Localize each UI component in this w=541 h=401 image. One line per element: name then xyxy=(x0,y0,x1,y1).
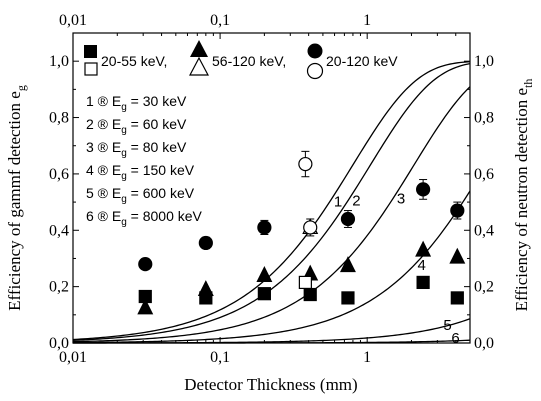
point-circle-filled xyxy=(257,220,272,235)
legend-marker-triangle-open xyxy=(189,56,209,76)
curve-label-5: 5 xyxy=(443,317,451,334)
curve-legend-item: 6 ® Eg = 8000 keV xyxy=(86,208,203,228)
y-tick-label-left: 0,2 xyxy=(49,279,69,296)
y-tick-label-left: 0,0 xyxy=(49,335,69,352)
point-triangle-filled xyxy=(137,298,154,315)
curve-legend-item: 1 ® Eg = 30 keV xyxy=(86,93,187,113)
legend: 20-55 keV, 56-120 keV, 20-120 keV xyxy=(84,40,398,80)
y-tick-label-left: 1,0 xyxy=(49,53,69,70)
x-tick-label-bottom: 0,01 xyxy=(59,349,87,366)
point-circle-filled xyxy=(450,203,465,218)
point-square-filled xyxy=(450,291,464,305)
curve-6 xyxy=(73,339,471,344)
y-tick-label-right: 0,4 xyxy=(474,222,494,239)
curve-label-6: 6 xyxy=(451,330,459,347)
curve-legend-item: 5 ® Eg = 600 keV xyxy=(86,185,195,205)
x-tick-label-bottom: 1 xyxy=(363,349,371,366)
point-square-filled xyxy=(416,275,430,290)
point-circle-filled xyxy=(198,235,213,251)
curve-legend-item: 2 ® Eg = 60 keV xyxy=(86,116,187,136)
point-triangle-filled xyxy=(339,256,356,273)
legend-label-56-120: 56-120 keV, xyxy=(212,53,286,69)
point-circle-open xyxy=(303,220,318,235)
point-triangle-filled xyxy=(415,240,432,257)
x-axis-title: Detector Thickness (mm) xyxy=(184,375,357,394)
point-circle-filled xyxy=(138,256,153,272)
curve-label-4: 4 xyxy=(417,257,425,274)
y-tick-label-left: 0,8 xyxy=(49,110,69,127)
x-tick-label-top: 0,1 xyxy=(210,12,230,29)
y-tick-label-right: 0,0 xyxy=(474,335,494,352)
legend-marker-circle-filled xyxy=(307,43,323,59)
point-triangle-filled xyxy=(256,266,273,282)
curve-label-3: 3 xyxy=(397,191,405,208)
legend-label-20-55: 20-55 keV, xyxy=(101,53,167,69)
y-tick-label-right: 0,2 xyxy=(474,279,494,296)
y-tick-label-right: 0,8 xyxy=(474,110,494,127)
axis-ticks: 0,0 0,0 0,2 0,2 0,4 0,4 0,6 0,6 0,8 0,8 1,0 1,0 0,01… xyxy=(49,12,494,366)
y-tick-label-left: 0,6 xyxy=(49,166,69,183)
point-square-filled xyxy=(303,287,317,302)
point-circle-filled xyxy=(416,182,431,197)
curve-legend: 1 ® Eg = 30 keV 2 ® Eg = 60 keV 3 ® Eg = 8… xyxy=(86,93,203,228)
curve-2 xyxy=(72,62,471,341)
curve-1 xyxy=(72,61,471,341)
legend-marker-square-open xyxy=(84,62,98,76)
point-square-filled xyxy=(341,291,355,305)
data-points xyxy=(137,150,466,315)
x-tick-label-bottom: 0,1 xyxy=(210,349,230,366)
x-tick-label-top: 1 xyxy=(363,12,371,29)
y-tick-label-left: 0,4 xyxy=(49,222,69,239)
y-tick-label-right: 0,6 xyxy=(474,166,494,183)
point-circle-filled xyxy=(340,211,356,227)
point-circle-open xyxy=(298,156,313,172)
curve-4 xyxy=(72,190,471,344)
curve-label-2: 2 xyxy=(352,192,360,209)
y-axis-title-right: Efficiency of neutron detection eth xyxy=(512,79,535,312)
curve-legend-item: 3 ® Eg = 80 keV xyxy=(86,139,187,159)
point-square-open xyxy=(298,275,312,290)
point-triangle-filled xyxy=(197,280,214,297)
legend-marker-triangle-filled xyxy=(190,40,208,57)
curve-3 xyxy=(72,86,471,343)
y-tick-label-right: 1,0 xyxy=(474,53,494,70)
x-tick-label-top: 0,01 xyxy=(59,12,87,29)
curve-label-1: 1 xyxy=(334,194,342,211)
legend-marker-square-filled xyxy=(84,45,97,58)
curve-legend-item: 4 ® Eg = 150 keV xyxy=(86,162,195,182)
legend-marker-circle-open xyxy=(306,62,324,80)
legend-label-20-120: 20-120 keV xyxy=(326,53,398,69)
point-triangle-filled xyxy=(449,247,466,264)
point-square-filled xyxy=(257,287,271,301)
y-axis-title-left: Efficiency of gammf detection eg xyxy=(5,85,28,311)
